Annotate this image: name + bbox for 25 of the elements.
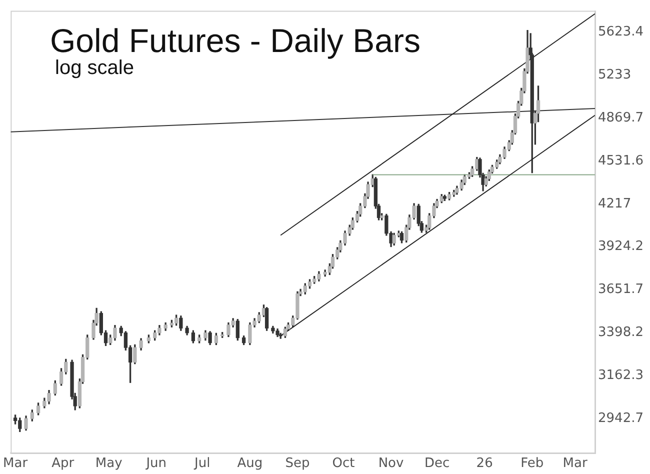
y-tick-label: 2942.7 — [598, 410, 644, 426]
x-tick-label: Jul — [194, 456, 210, 472]
y-tick-label: 5623.4 — [598, 24, 644, 40]
y-tick-label: 3924.2 — [598, 239, 644, 254]
x-tick-label: 26 — [476, 456, 493, 472]
x-tick-label: Dec — [424, 456, 450, 472]
y-tick-label: 3162.3 — [598, 368, 644, 383]
x-tick-label: Oct — [332, 456, 355, 472]
chart-title: Gold Futures - Daily Bars — [50, 22, 420, 60]
y-tick-label: 4869.7 — [598, 110, 644, 126]
x-tick-label: Sep — [285, 456, 310, 472]
text: log scale — [55, 57, 134, 80]
x-tick-label: Mar — [3, 456, 28, 472]
y-tick-label: 4217 — [598, 196, 632, 212]
x-tick-label: May — [95, 456, 123, 472]
y-tick-label: 5233 — [598, 68, 632, 83]
x-tick-label: Mar — [562, 456, 588, 472]
y-tick-label: 3398.2 — [598, 325, 644, 340]
x-tick-label: Jun — [145, 456, 167, 472]
x-tick-label: Apr — [52, 456, 75, 472]
y-tick-label: 3651.7 — [598, 282, 644, 298]
x-tick-label: Aug — [237, 456, 263, 472]
x-tick-label: Feb — [520, 456, 544, 472]
x-tick-label: Nov — [378, 456, 404, 472]
y-tick-label: 4531.6 — [598, 153, 644, 168]
